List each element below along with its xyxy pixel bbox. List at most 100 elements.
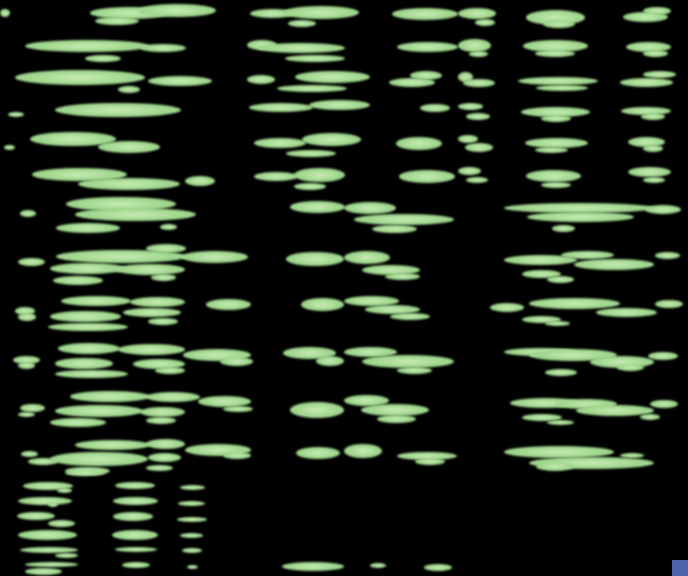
text-blob <box>181 251 248 263</box>
text-blob <box>286 150 336 157</box>
text-blob <box>58 343 120 354</box>
text-blob <box>18 497 72 505</box>
text-blob <box>148 76 212 86</box>
text-blob <box>4 145 15 150</box>
text-blob <box>555 399 617 409</box>
text-blob <box>180 485 205 490</box>
text-blob <box>576 405 654 416</box>
text-blob <box>655 252 680 259</box>
text-blob <box>61 296 131 306</box>
text-blob <box>385 273 420 280</box>
text-blob <box>118 344 185 355</box>
text-blob <box>522 414 562 421</box>
text-blob <box>95 17 139 25</box>
text-blob <box>620 453 644 458</box>
text-blob <box>56 223 120 233</box>
text-blob <box>628 167 671 177</box>
text-blob <box>182 548 202 553</box>
text-blob <box>529 298 620 309</box>
text-blob <box>50 263 125 274</box>
text-blob <box>146 439 185 449</box>
text-blob <box>354 214 454 225</box>
text-blob <box>466 177 488 183</box>
text-blob <box>504 446 614 458</box>
text-blob <box>361 404 429 416</box>
text-blob <box>66 197 176 211</box>
text-blob <box>30 132 116 146</box>
text-blob <box>510 398 580 408</box>
text-blob <box>290 201 345 213</box>
text-blob <box>372 225 417 233</box>
text-blob <box>561 251 614 259</box>
text-blob <box>552 225 575 232</box>
text-blob <box>118 86 140 93</box>
text-blob <box>362 355 454 368</box>
text-blob <box>302 133 361 146</box>
text-blob <box>574 259 654 270</box>
text-blob <box>20 210 36 217</box>
text-blob <box>535 50 575 57</box>
text-blob <box>20 547 78 553</box>
text-blob <box>180 533 203 538</box>
text-blob <box>178 501 205 506</box>
text-blob <box>643 7 671 15</box>
text-blob <box>286 252 344 266</box>
text-blob <box>288 20 316 27</box>
text-blob <box>640 414 660 420</box>
text-blob <box>0 9 10 17</box>
text-blob <box>148 318 178 325</box>
text-blob <box>70 391 150 402</box>
text-blob <box>536 462 574 471</box>
text-blob <box>115 264 185 275</box>
text-blob <box>85 55 121 62</box>
text-blob <box>198 396 251 407</box>
text-blob <box>25 40 149 52</box>
text-blob <box>206 299 251 310</box>
text-blob <box>390 313 430 320</box>
text-blob <box>250 9 295 18</box>
text-blob <box>410 71 442 80</box>
text-blob <box>399 170 455 183</box>
text-blob <box>301 298 344 311</box>
text-blob <box>522 270 561 278</box>
text-blob <box>458 72 473 82</box>
text-blob <box>133 359 185 369</box>
text-blob <box>344 296 399 306</box>
text-blob <box>283 6 359 19</box>
text-blob <box>112 530 158 540</box>
text-blob <box>254 172 298 181</box>
text-blob <box>78 178 180 190</box>
text-blob <box>257 43 345 53</box>
text-blob <box>65 470 105 476</box>
text-blob <box>309 100 370 110</box>
text-blob <box>543 20 575 28</box>
text-blob <box>146 465 173 471</box>
text-blob <box>277 85 347 92</box>
text-blob <box>282 562 344 571</box>
text-blob <box>397 42 458 52</box>
text-blob <box>177 517 207 522</box>
text-blob <box>55 553 78 558</box>
text-blob <box>15 70 145 85</box>
text-blob <box>290 402 344 418</box>
text-blob <box>475 19 495 26</box>
text-blob <box>53 276 103 285</box>
blue-corner-indicator[interactable] <box>672 560 688 576</box>
text-blob <box>617 364 644 371</box>
text-blob <box>223 452 251 459</box>
text-blob <box>643 145 663 152</box>
text-blob <box>187 565 198 569</box>
text-blob <box>138 4 216 17</box>
text-blob <box>146 417 176 424</box>
text-blob <box>469 51 488 57</box>
text-blob <box>522 316 561 323</box>
text-blob <box>626 42 671 52</box>
text-blob <box>623 12 668 22</box>
text-blob <box>620 78 673 87</box>
text-blob <box>122 562 150 568</box>
text-blob <box>316 356 344 366</box>
text-blob <box>55 370 128 378</box>
text-blob <box>50 452 148 466</box>
text-blob <box>249 103 313 112</box>
text-blob <box>415 458 445 465</box>
